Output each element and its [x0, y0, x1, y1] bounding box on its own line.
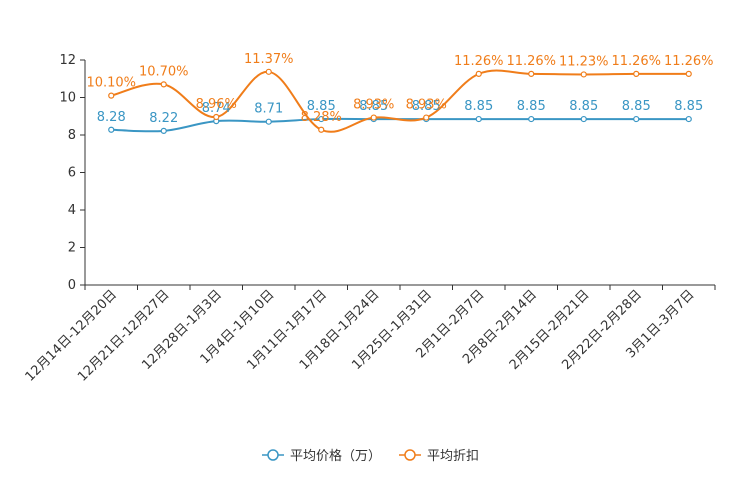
y-tick-label: 6 — [68, 166, 76, 181]
y-tick-label: 8 — [68, 128, 76, 143]
x-axis-group: 12月14日-12月20日12月21日-12月27日12月28日-1月3日1月4… — [23, 284, 716, 385]
data-label-0: 8.85 — [569, 99, 598, 114]
data-label-1: 11.37% — [244, 52, 294, 67]
data-point-0[interactable] — [108, 126, 115, 133]
data-label-0: 8.22 — [149, 111, 178, 126]
data-point-1[interactable] — [633, 70, 640, 77]
data-label-0: 8.85 — [674, 99, 703, 114]
data-point-0[interactable] — [318, 115, 325, 123]
y-tick-label: 0 — [68, 278, 76, 293]
x-tick-label: 12月14日-12月20日 — [23, 287, 120, 384]
legend-marker-icon — [267, 449, 279, 461]
data-point-0[interactable] — [528, 115, 535, 123]
data-point-0[interactable] — [685, 115, 692, 123]
data-label-1: 11.26% — [664, 54, 714, 69]
data-label-0: 8.85 — [464, 99, 493, 114]
data-label-1: 10.70% — [139, 64, 189, 79]
data-point-0[interactable] — [475, 115, 482, 123]
data-point-1[interactable] — [213, 113, 220, 121]
data-label-1: 10.10% — [86, 76, 136, 91]
data-point-1[interactable] — [108, 92, 115, 99]
data-label-0: 8.85 — [307, 99, 336, 114]
data-point-1[interactable] — [318, 126, 325, 133]
data-point-1[interactable] — [685, 70, 692, 77]
data-point-1[interactable] — [528, 70, 535, 77]
legend-label: 平均折扣 — [427, 449, 479, 464]
data-label-1: 11.26% — [506, 54, 556, 69]
data-point-1[interactable] — [475, 70, 482, 77]
data-label-1: 11.26% — [454, 54, 504, 69]
data-label-1: 8.93% — [353, 98, 394, 113]
y-tick-label: 10 — [59, 91, 76, 106]
data-point-0[interactable] — [265, 118, 272, 125]
legend-item-0[interactable]: 平均价格（万） — [262, 448, 381, 464]
data-label-0: 8.74 — [202, 101, 231, 116]
data-label-1: 8.28% — [301, 110, 342, 125]
data-label-1: 8.93% — [406, 98, 447, 113]
y-axis-group: 0 2 4 6 8 10 12 — [59, 53, 86, 293]
data-label-0: 8.85 — [622, 99, 651, 114]
data-label-0: 8.85 — [412, 99, 441, 114]
y-tick-label: 2 — [68, 241, 76, 256]
data-label-1: 11.23% — [559, 54, 609, 69]
legend[interactable]: 平均价格（万） 平均折扣 — [262, 448, 479, 464]
data-point-0[interactable] — [580, 115, 587, 123]
y-tick-label: 4 — [68, 203, 76, 218]
data-label-1: 11.26% — [611, 54, 661, 69]
data-point-1[interactable] — [160, 81, 167, 88]
legend-item-1[interactable]: 平均折扣 — [399, 449, 479, 464]
data-point-1[interactable] — [265, 68, 272, 75]
data-point-1[interactable] — [580, 71, 587, 78]
legend-label: 平均价格（万） — [290, 448, 381, 464]
data-point-1[interactable] — [370, 114, 377, 121]
series-group — [108, 68, 692, 134]
y-tick-label: 12 — [59, 53, 76, 68]
data-label-0: 8.85 — [517, 99, 546, 114]
data-label-1: 8.96% — [196, 97, 237, 112]
data-labels-group: 8.28 8.22 8.74 8.71 8.85 8.85 8.85 8.85 8.85 8.85… — [86, 52, 713, 126]
data-point-1[interactable] — [423, 114, 430, 121]
legend-marker-icon — [404, 449, 416, 461]
series-line-0 — [111, 117, 689, 133]
data-label-0: 8.71 — [254, 102, 283, 117]
data-label-0: 8.28 — [97, 110, 126, 125]
data-point-0[interactable] — [633, 115, 640, 123]
data-point-0[interactable] — [160, 127, 167, 134]
x-tick-label: 12月21日-12月27日 — [75, 287, 172, 384]
data-label-0: 8.85 — [359, 99, 388, 114]
